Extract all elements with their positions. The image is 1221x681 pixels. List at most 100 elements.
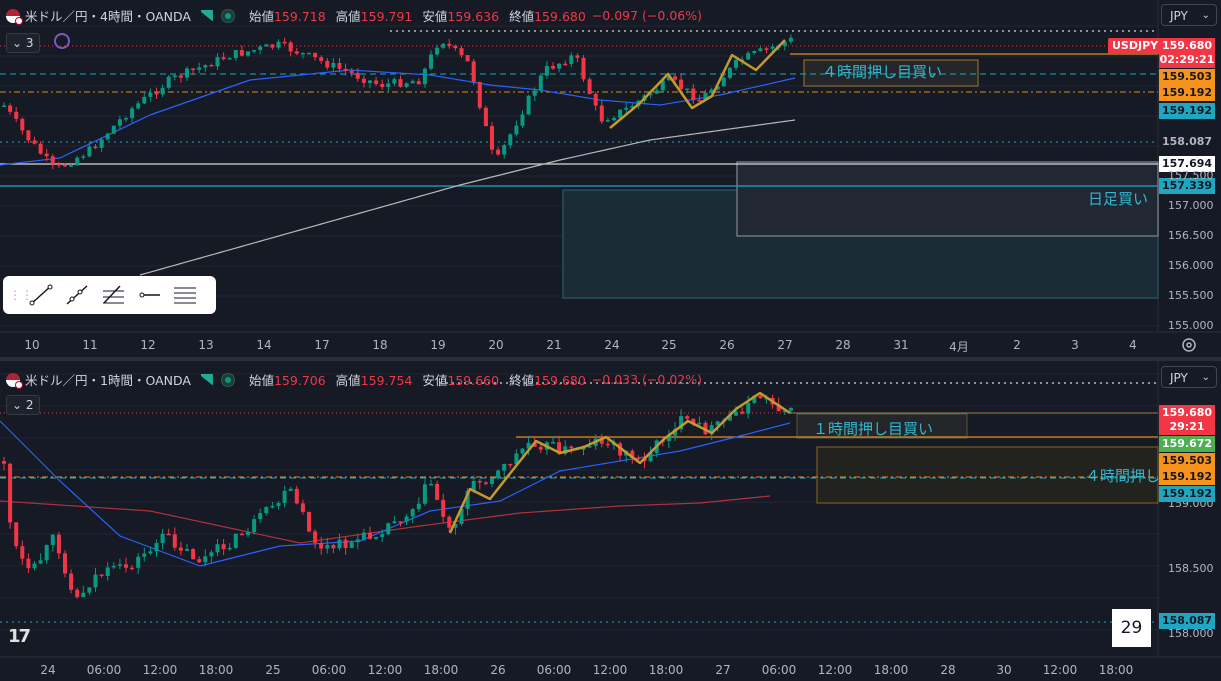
candlestick-plot-4h[interactable] bbox=[0, 0, 1221, 357]
ohlc-value: 159.718 bbox=[273, 9, 326, 24]
candle bbox=[246, 528, 250, 538]
price-change: −0.097 (−0.06%) bbox=[591, 8, 702, 23]
time-tick-label: 18 bbox=[372, 338, 388, 352]
tradingview-logo-icon[interactable]: 17 bbox=[8, 626, 31, 647]
price-label: 157.694 bbox=[1159, 156, 1215, 172]
candle bbox=[788, 34, 793, 45]
annotation-box-4h[interactable] bbox=[803, 59, 979, 87]
candle bbox=[124, 116, 128, 122]
annotation-box-1h[interactable] bbox=[796, 413, 968, 439]
horizontal-ray-tool-icon[interactable] bbox=[131, 280, 167, 310]
candle bbox=[26, 130, 31, 144]
trend-line-tool-icon[interactable] bbox=[23, 280, 59, 310]
candle bbox=[239, 45, 244, 57]
annotation-4h-pullback-buy[interactable]: ４時間押し目買い bbox=[822, 63, 943, 81]
ohlc-key: 終値 bbox=[509, 373, 535, 388]
candle bbox=[69, 569, 74, 594]
candle bbox=[368, 80, 372, 89]
candle bbox=[227, 57, 232, 60]
candle bbox=[624, 102, 629, 115]
time-tick-label: 26 bbox=[490, 663, 506, 677]
chart-pane-1h[interactable]: 米ドル／円・1時間・OANDA 始値159.706 高値159.754 安値159.… bbox=[0, 361, 1221, 681]
candle bbox=[87, 141, 92, 158]
candle bbox=[270, 502, 275, 509]
ray-tool-icon[interactable] bbox=[59, 280, 95, 310]
chevron-down-icon: ⌄ bbox=[1201, 372, 1210, 383]
usd-jpy-flag-icon bbox=[6, 8, 23, 25]
candle bbox=[514, 449, 519, 465]
candle bbox=[709, 87, 714, 95]
candle bbox=[105, 562, 110, 581]
time-tick-label: 06:00 bbox=[86, 663, 122, 677]
time-tick-label: 12:00 bbox=[817, 663, 853, 677]
candle bbox=[734, 58, 738, 71]
4h-pullback-zone[interactable] bbox=[816, 446, 1159, 504]
candle bbox=[93, 567, 98, 592]
settings-gear-icon[interactable] bbox=[1180, 336, 1198, 354]
drag-handle-icon[interactable]: ⋮⋮ bbox=[9, 288, 33, 302]
candle bbox=[38, 553, 43, 565]
candle bbox=[447, 515, 452, 533]
annotation-1h-pullback-buy[interactable]: １時間押し目買い bbox=[813, 420, 934, 438]
bookmark-icon[interactable] bbox=[200, 373, 213, 386]
candle bbox=[746, 51, 751, 60]
candle bbox=[32, 136, 37, 145]
page-number: 29 bbox=[1112, 609, 1151, 647]
fib-retracement-tool-icon[interactable] bbox=[95, 280, 131, 310]
candle bbox=[209, 63, 214, 67]
candle bbox=[307, 52, 311, 55]
time-tick-label: 30 bbox=[996, 663, 1012, 677]
time-tick-label: 18:00 bbox=[198, 663, 234, 677]
ma-20-line bbox=[0, 69, 796, 166]
candle bbox=[87, 587, 92, 596]
candlestick-plot-1h[interactable] bbox=[0, 361, 1221, 681]
symbol-title[interactable]: 米ドル／円・1時間・OANDA bbox=[25, 373, 191, 388]
candle bbox=[788, 407, 793, 414]
candle bbox=[666, 429, 671, 449]
candle bbox=[581, 55, 586, 83]
ma-200-line bbox=[139, 119, 796, 276]
candle bbox=[209, 550, 214, 563]
candle bbox=[392, 515, 397, 524]
price-tick-label: 158.000 bbox=[1168, 627, 1214, 640]
candle bbox=[325, 537, 330, 554]
candle bbox=[416, 497, 421, 512]
annotation-4h-pullback[interactable]: ４時間押し目 bbox=[1085, 467, 1176, 485]
time-tick-label: 17 bbox=[314, 338, 330, 352]
indicators-toggle[interactable]: ⌄ 3 bbox=[6, 33, 40, 53]
pane-divider[interactable] bbox=[0, 357, 1221, 361]
chart-pane-4h[interactable]: 米ドル／円・4時間・OANDA 始値159.718 高値159.791 安値159.… bbox=[0, 0, 1221, 357]
candle bbox=[410, 507, 415, 524]
currency-selector[interactable]: JPY ⌄ bbox=[1161, 4, 1217, 26]
ohlc-values: 始値159.718 高値159.791 安値159.636 終値159.680 bbox=[245, 6, 592, 25]
time-tick-label: 24 bbox=[604, 338, 620, 352]
candle bbox=[178, 541, 183, 556]
currency-selector[interactable]: JPY ⌄ bbox=[1161, 366, 1217, 388]
market-status-icon bbox=[220, 372, 235, 387]
candle bbox=[2, 102, 6, 108]
zigzag-trend-drawing[interactable] bbox=[609, 39, 786, 129]
candle bbox=[709, 421, 714, 440]
candle bbox=[398, 75, 403, 88]
candle bbox=[422, 478, 427, 506]
candle bbox=[191, 548, 196, 560]
candle bbox=[8, 462, 13, 529]
candle bbox=[319, 536, 324, 555]
bookmark-icon[interactable] bbox=[200, 9, 213, 22]
zigzag-trend-drawing[interactable] bbox=[448, 391, 791, 534]
daily-buy-zone-inner[interactable] bbox=[736, 161, 1159, 237]
price-tick-label: 156.500 bbox=[1168, 229, 1214, 242]
horizontal-lines-tool-icon[interactable] bbox=[167, 280, 203, 310]
candle bbox=[569, 52, 574, 68]
candle bbox=[93, 144, 98, 150]
candle bbox=[685, 88, 690, 94]
price-tick-label: 156.000 bbox=[1168, 259, 1214, 272]
candle bbox=[111, 125, 116, 134]
time-tick-label: 26 bbox=[719, 338, 735, 352]
symbol-title[interactable]: 米ドル／円・4時間・OANDA bbox=[25, 9, 191, 24]
price-label: 158.087 bbox=[1159, 613, 1215, 629]
indicators-toggle[interactable]: ⌄ 2 bbox=[6, 395, 40, 415]
price-tick-label: 157.000 bbox=[1168, 199, 1214, 212]
annotation-daily-buy[interactable]: 日足買い bbox=[1088, 190, 1149, 208]
ohlc-value: 159.706 bbox=[273, 373, 326, 388]
